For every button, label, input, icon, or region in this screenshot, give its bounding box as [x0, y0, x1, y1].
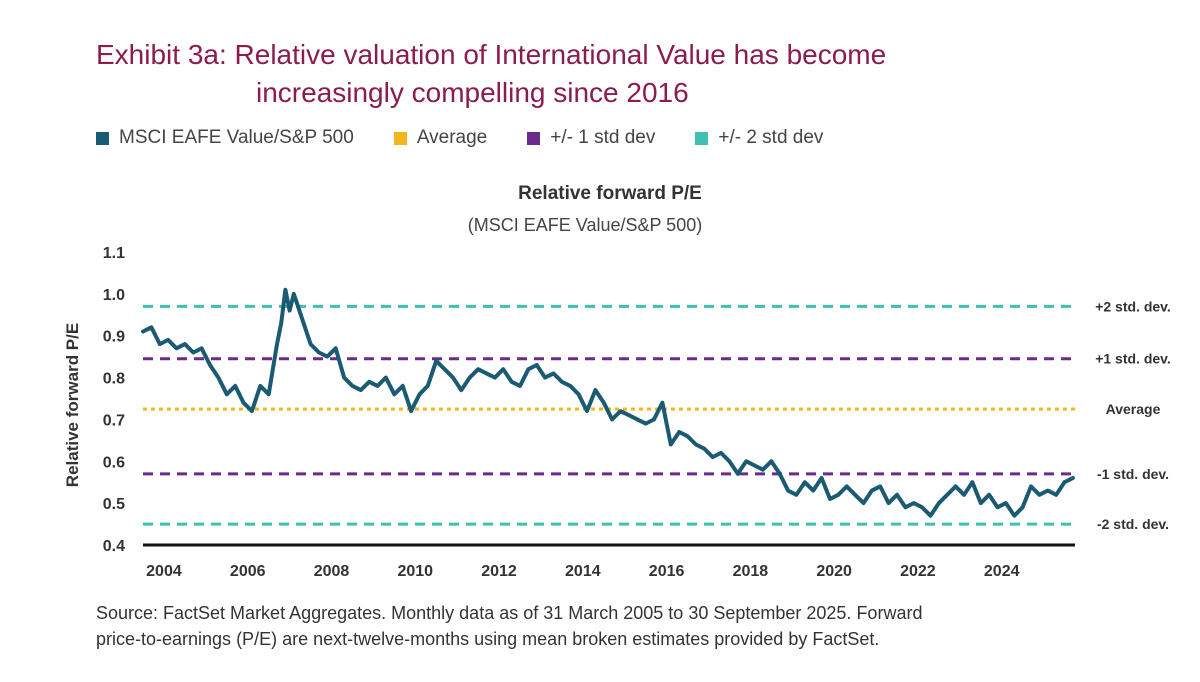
y-axis-label: Relative forward P/E — [63, 323, 82, 487]
y-tick-labels: 0.4 0.5 0.6 0.7 0.8 0.9 1.0 1.1 — [103, 245, 125, 555]
y-tick-label: 0.9 — [103, 329, 125, 346]
legend-swatch-2std — [695, 131, 709, 145]
exhibit-title: Exhibit 3a: Relative valuation of Intern… — [96, 36, 1096, 112]
chart-title: Relative forward P/E — [518, 183, 702, 204]
reference-line-label: Average — [1106, 401, 1161, 417]
reference-line-label: -1 std. dev. — [1097, 466, 1169, 482]
x-tick-label: 2020 — [816, 563, 852, 580]
chart-subtitle: (MSCI EAFE Value/S&P 500) — [468, 215, 702, 235]
y-tick-label: 0.7 — [103, 412, 125, 429]
x-tick-label: 2004 — [146, 563, 182, 580]
x-tick-label: 2010 — [397, 563, 433, 580]
x-tick-label: 2014 — [565, 563, 601, 580]
reference-line-label: -2 std. dev. — [1097, 516, 1169, 532]
title-line-2: increasingly compelling since 2016 — [256, 77, 689, 108]
legend-swatch-1std — [527, 131, 541, 145]
y-tick-label: 1.0 — [103, 287, 125, 304]
y-tick-label: 1.1 — [103, 245, 125, 262]
series-line-eafe-value — [141, 287, 1075, 518]
reference-line-label: +2 std. dev. — [1095, 298, 1171, 314]
y-tick-label: 0.4 — [103, 538, 125, 555]
legend-label-2std: +/- 2 std dev — [718, 127, 824, 148]
x-tick-label: 2012 — [481, 563, 517, 580]
x-tick-label: 2008 — [314, 563, 350, 580]
x-tick-label: 2016 — [649, 563, 685, 580]
source-note: Source: FactSet Market Aggregates. Month… — [96, 600, 1156, 652]
legend-item-series: MSCI EAFE Value/S&P 500 — [96, 127, 354, 149]
y-tick-label: 0.6 — [103, 454, 125, 471]
y-tick-label: 0.8 — [103, 371, 125, 388]
title-line-1: Exhibit 3a: Relative valuation of Intern… — [96, 39, 887, 70]
x-tick-labels: 2004 2006 2008 2010 2012 2014 2016 2018 2020 2022… — [146, 563, 1019, 580]
legend-label-series: MSCI EAFE Value/S&P 500 — [119, 127, 354, 148]
legend-swatch-average — [393, 131, 407, 145]
legend-label-1std: +/- 1 std dev — [550, 127, 656, 148]
legend-item-2std: +/- 2 std dev — [695, 127, 823, 149]
legend-label-average: Average — [416, 127, 488, 148]
x-tick-label: 2006 — [230, 563, 266, 580]
source-line-2: price-to-earnings (P/E) are next-twelve-… — [96, 629, 880, 649]
x-tick-label: 2018 — [733, 563, 769, 580]
source-line-1: Source: FactSet Market Aggregates. Month… — [96, 603, 923, 623]
legend-item-1std: +/- 1 std dev — [527, 127, 655, 149]
reference-line-label: +1 std. dev. — [1095, 351, 1171, 367]
y-tick-label: 0.5 — [103, 496, 125, 513]
chart-legend: MSCI EAFE Value/S&P 500 Average +/- 1 st… — [96, 124, 863, 152]
x-tick-label: 2024 — [984, 563, 1020, 580]
legend-swatch-series — [96, 131, 109, 145]
x-tick-label: 2022 — [900, 563, 936, 580]
legend-item-average: Average — [393, 127, 488, 149]
